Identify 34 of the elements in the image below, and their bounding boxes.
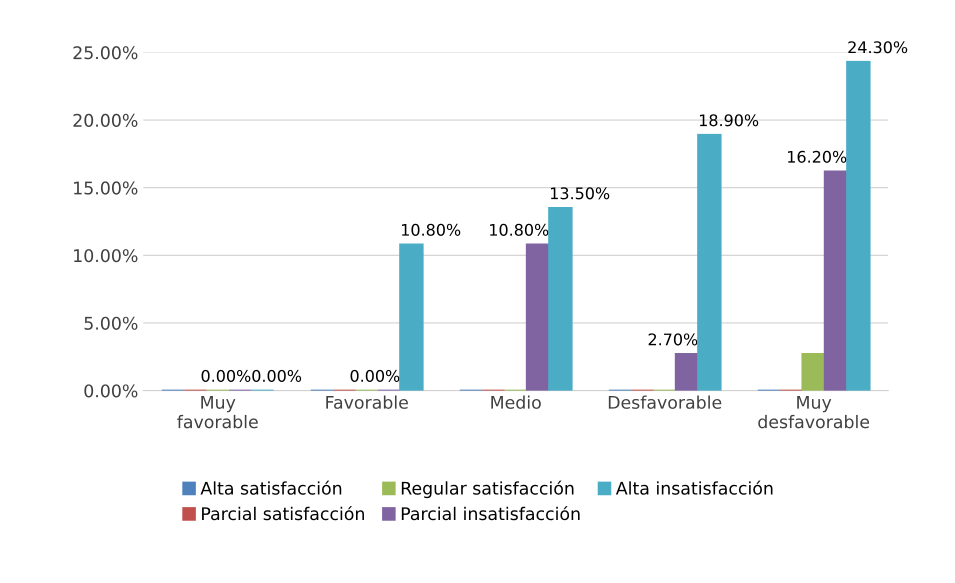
legend-label: Regular satisfacción: [402, 480, 574, 498]
y-tick-label: 5.00%: [84, 316, 138, 330]
data-label: 13.50%: [550, 187, 610, 200]
data-label: 18.90%: [700, 114, 758, 126]
y-tick-label: 10.00%: [74, 249, 138, 262]
bar: [846, 60, 871, 391]
bar: [674, 353, 700, 391]
bar: [526, 243, 550, 391]
data-label: 0.00%: [350, 370, 400, 382]
y-tick-label: 20.00%: [73, 114, 138, 127]
data-label: 10.80%: [402, 224, 460, 236]
data-label: 0.00%: [252, 370, 302, 382]
x-tick-label: Muy desfavorable: [758, 396, 870, 428]
data-label: 10.80%: [490, 224, 548, 236]
legend-label: Parcial satisfacción: [202, 506, 364, 520]
bar: [548, 206, 573, 391]
y-tick-label: 25.00%: [73, 46, 138, 60]
data-label: 2.70%: [648, 333, 698, 346]
y-tick-label: 15.00%: [74, 181, 138, 195]
legend-label: Alta insatisfacción: [616, 480, 772, 495]
legend-label: Alta satisfacción: [200, 480, 342, 495]
bar: [801, 353, 826, 391]
legend-label: Parcial insatisfacción: [402, 506, 580, 520]
x-tick-label: Medio: [491, 395, 541, 409]
x-tick-label: Muy favorable: [177, 396, 258, 428]
data-label: 0.00%: [202, 370, 250, 382]
x-tick-label: Desfavorable: [608, 395, 722, 409]
y-tick-label: 0.00%: [84, 384, 138, 398]
bar: [697, 134, 722, 391]
data-label: 24.30%: [848, 41, 908, 54]
x-tick-label: Favorable: [326, 395, 408, 409]
bar: [824, 170, 848, 391]
data-label: 16.20%: [788, 150, 846, 163]
bar: [399, 243, 424, 391]
